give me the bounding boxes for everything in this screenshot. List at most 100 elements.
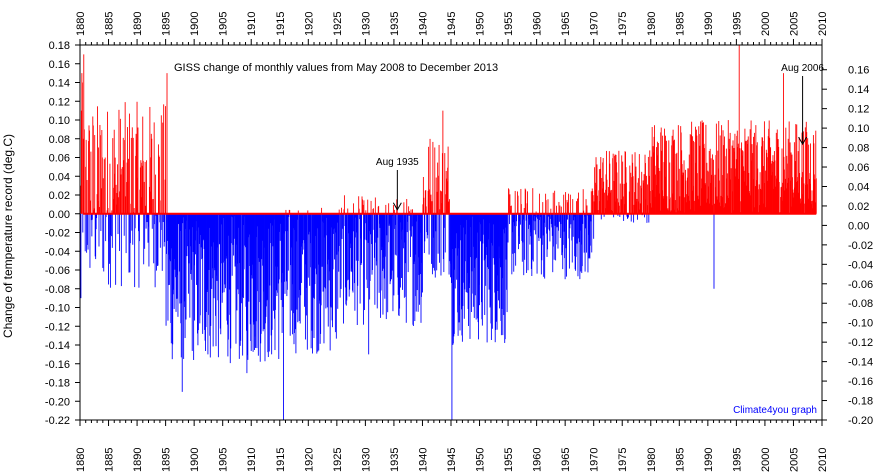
bar-month [703, 143, 705, 214]
bar-month [240, 213, 242, 341]
bar-month [571, 213, 573, 241]
y-tick-label-left: 0.10 [49, 115, 70, 127]
bar-month [145, 213, 147, 229]
bar-month [688, 154, 690, 214]
bar-month [527, 213, 529, 271]
bar-month [364, 213, 366, 224]
bar-month [136, 139, 138, 214]
bar-month [348, 213, 350, 234]
bar-month [369, 213, 371, 300]
y-tick-label-right: 0.06 [848, 162, 869, 174]
bar-month [734, 151, 735, 214]
bar-month [199, 213, 201, 316]
bar-month [740, 148, 742, 214]
bar-month [433, 213, 435, 271]
bar-month [597, 195, 598, 214]
bar-month [248, 213, 250, 235]
bar-month [105, 213, 107, 218]
bar-month [530, 213, 532, 269]
bar-month [790, 180, 792, 214]
bar-month [583, 210, 585, 214]
bar-month [321, 207, 323, 214]
bar-month [344, 213, 346, 288]
bar-month [316, 213, 318, 354]
bar-month [382, 213, 383, 271]
bar-month [484, 213, 486, 315]
bar-month [591, 213, 593, 253]
bar-month [766, 152, 768, 214]
bar-month [460, 213, 461, 241]
bar-month [268, 213, 270, 229]
bar-month [286, 213, 288, 290]
bar-month [180, 213, 182, 358]
bar-month [554, 213, 556, 226]
bar-month [773, 151, 775, 214]
bar-month [625, 167, 627, 214]
bar-month [557, 213, 558, 227]
bar-month [572, 213, 574, 237]
bar-month [426, 213, 428, 233]
bar-month [140, 160, 142, 214]
bar-month [302, 213, 303, 255]
bar-month [257, 213, 259, 356]
bar-month [185, 213, 187, 320]
x-tick-label-bottom: 1885 [104, 448, 116, 472]
y-tick-label-right: 0.04 [848, 181, 869, 193]
bar-month [222, 213, 224, 293]
bar-month [632, 162, 634, 214]
bar-month [674, 139, 675, 214]
bar-month [119, 191, 121, 214]
x-tick-label-top: 1955 [503, 12, 515, 36]
bar-month [101, 130, 103, 214]
bar-month [313, 213, 314, 297]
bar-month [110, 213, 112, 236]
bar-month [625, 151, 626, 214]
bar-month [796, 180, 798, 214]
bar-month [236, 213, 238, 264]
bar-month [324, 213, 325, 238]
bar-month [741, 155, 743, 214]
bar-month [353, 213, 355, 284]
bar-month [183, 213, 185, 302]
bar-month [497, 213, 499, 291]
bar-month [696, 135, 698, 214]
bar-month [690, 209, 692, 214]
bar-month [589, 213, 591, 259]
bar-month [607, 187, 609, 214]
bar-month [657, 142, 659, 214]
bar-month [646, 175, 647, 214]
bar-month [610, 190, 612, 214]
bar-month [666, 209, 668, 214]
bar-month [465, 213, 467, 235]
bar-month [805, 184, 807, 214]
bar-month [780, 187, 782, 214]
bar-month [437, 162, 439, 214]
bar-month [158, 155, 160, 214]
bar-month [802, 131, 804, 214]
bar-month [780, 197, 782, 214]
bar-month [126, 182, 128, 214]
bar-month [689, 134, 691, 214]
bar-month [261, 213, 263, 241]
bar-month [660, 132, 662, 214]
bar-month [483, 213, 485, 261]
bar-month [626, 213, 628, 219]
bar-month [744, 140, 746, 214]
bar-month [255, 213, 256, 348]
x-tick-label-top: 1965 [560, 12, 572, 36]
bar-month [404, 213, 406, 243]
bar-month [245, 213, 247, 307]
bar-month [702, 122, 704, 214]
bar-month [631, 154, 633, 214]
bar-month [232, 213, 234, 218]
bar-month [635, 171, 636, 214]
bar-month [535, 211, 537, 214]
bar-month [763, 166, 765, 214]
bar-month [488, 213, 489, 269]
bar-month [456, 213, 458, 280]
bar-month [581, 213, 583, 274]
bar-month [425, 206, 427, 214]
bar-month [272, 213, 274, 226]
bar-month [446, 181, 448, 214]
bar-month [415, 213, 417, 297]
